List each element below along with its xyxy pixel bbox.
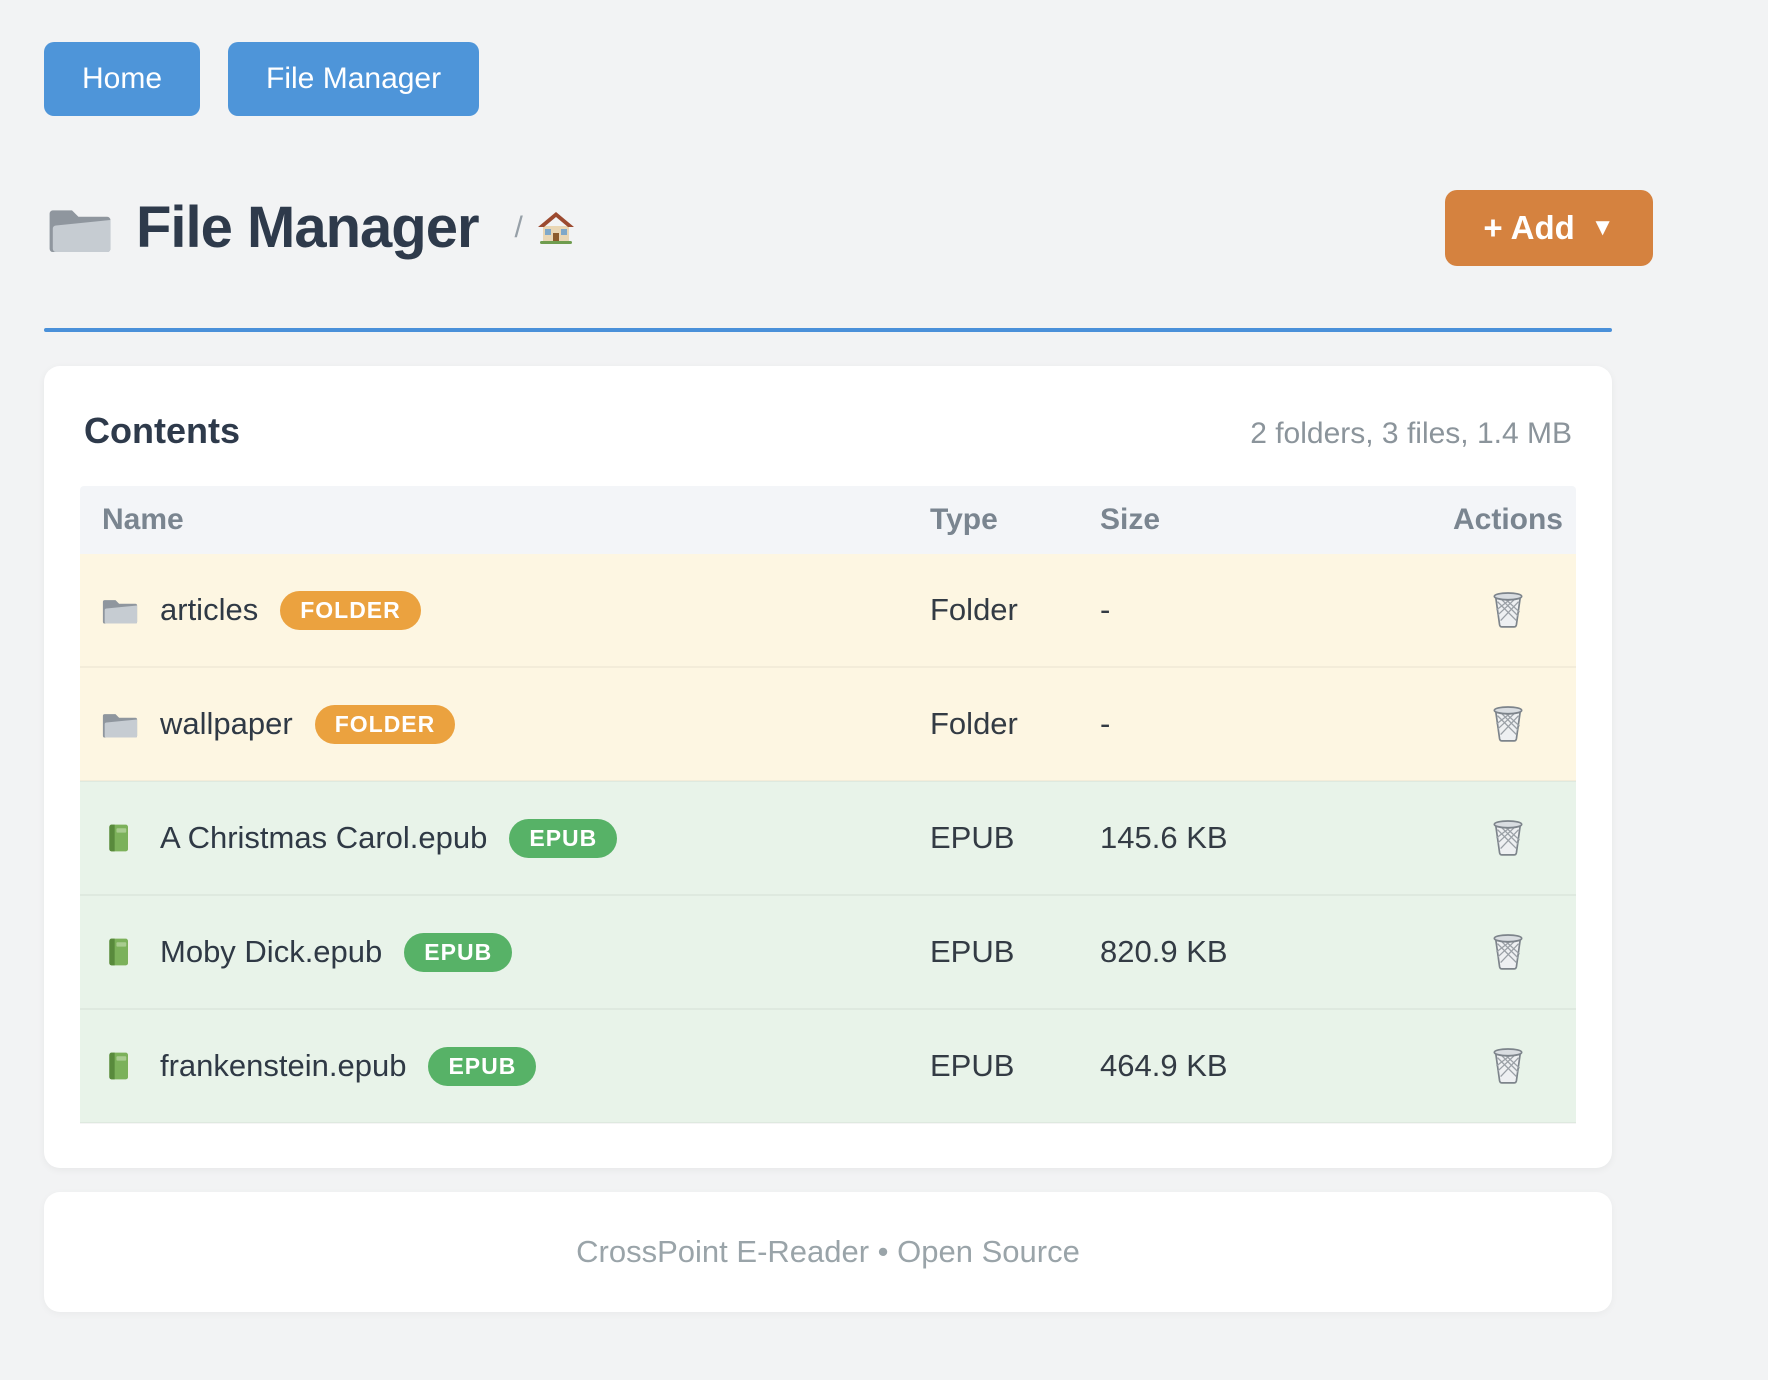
folder-icon: [48, 200, 112, 256]
trash-icon: [1490, 931, 1526, 971]
accent-divider: [44, 328, 1612, 332]
size-cell: -: [1100, 554, 1440, 667]
delete-button[interactable]: [1484, 811, 1532, 863]
trash-icon: [1490, 589, 1526, 629]
folder-icon: [102, 708, 138, 740]
file-table-body: articles FOLDER Folder - wallpaper FOLDE…: [80, 554, 1576, 1123]
type-cell: Folder: [930, 667, 1100, 781]
file-name[interactable]: Moby Dick.epub: [160, 934, 382, 970]
delete-button[interactable]: [1484, 583, 1532, 635]
size-cell: -: [1100, 667, 1440, 781]
type-badge: EPUB: [404, 933, 512, 972]
folder-icon: [102, 594, 138, 626]
page-title: File Manager: [136, 194, 479, 261]
chevron-down-icon: ▼: [1591, 216, 1615, 240]
size-cell: 464.9 KB: [1100, 1009, 1440, 1123]
delete-button[interactable]: [1484, 1039, 1532, 1091]
trash-icon: [1490, 817, 1526, 857]
book-icon: [102, 822, 138, 854]
table-row: Moby Dick.epub EPUB EPUB 820.9 KB: [80, 895, 1576, 1009]
file-table-head: Name Type Size Actions: [80, 486, 1576, 554]
file-name[interactable]: articles: [160, 592, 258, 628]
trash-icon: [1490, 1045, 1526, 1085]
type-badge: FOLDER: [280, 591, 421, 630]
delete-button[interactable]: [1484, 697, 1532, 749]
contents-title: Contents: [84, 410, 240, 452]
column-header-name: Name: [80, 486, 930, 554]
file-name[interactable]: wallpaper: [160, 706, 293, 742]
size-cell: 145.6 KB: [1100, 781, 1440, 895]
type-badge: EPUB: [509, 819, 617, 858]
file-table: Name Type Size Actions articles FOLDER F…: [80, 486, 1576, 1124]
file-name[interactable]: frankenstein.epub: [160, 1048, 406, 1084]
table-row: frankenstein.epub EPUB EPUB 464.9 KB: [80, 1009, 1576, 1123]
type-cell: EPUB: [930, 895, 1100, 1009]
type-cell: EPUB: [930, 781, 1100, 895]
contents-summary: 2 folders, 3 files, 1.4 MB: [1250, 417, 1572, 451]
type-cell: Folder: [930, 554, 1100, 667]
footer-text: CrossPoint E-Reader • Open Source: [576, 1234, 1080, 1270]
type-cell: EPUB: [930, 1009, 1100, 1123]
type-badge: EPUB: [428, 1047, 536, 1086]
file-name[interactable]: A Christmas Carol.epub: [160, 820, 487, 856]
book-icon: [102, 1050, 138, 1082]
add-button-label: + Add: [1483, 209, 1574, 247]
breadcrumb-separator: /: [515, 211, 523, 245]
nav-home-button[interactable]: Home: [44, 42, 200, 116]
column-header-actions: Actions: [1440, 486, 1576, 554]
type-badge: FOLDER: [315, 705, 456, 744]
book-icon: [102, 936, 138, 968]
breadcrumb: /: [515, 210, 575, 246]
table-row: articles FOLDER Folder -: [80, 554, 1576, 667]
table-row: wallpaper FOLDER Folder -: [80, 667, 1576, 781]
add-button[interactable]: + Add ▼: [1445, 190, 1653, 266]
column-header-size: Size: [1100, 486, 1440, 554]
contents-card: Contents 2 folders, 3 files, 1.4 MB Name…: [44, 366, 1612, 1168]
contents-card-header: Contents 2 folders, 3 files, 1.4 MB: [84, 410, 1572, 452]
delete-button[interactable]: [1484, 925, 1532, 977]
table-row: A Christmas Carol.epub EPUB EPUB 145.6 K…: [80, 781, 1576, 895]
nav-file-manager-button[interactable]: File Manager: [228, 42, 479, 116]
size-cell: 820.9 KB: [1100, 895, 1440, 1009]
home-icon[interactable]: [537, 210, 575, 246]
top-nav: Home File Manager: [44, 42, 479, 116]
footer: CrossPoint E-Reader • Open Source: [44, 1192, 1612, 1312]
page-header: File Manager /: [48, 194, 575, 261]
column-header-type: Type: [930, 486, 1100, 554]
trash-icon: [1490, 703, 1526, 743]
